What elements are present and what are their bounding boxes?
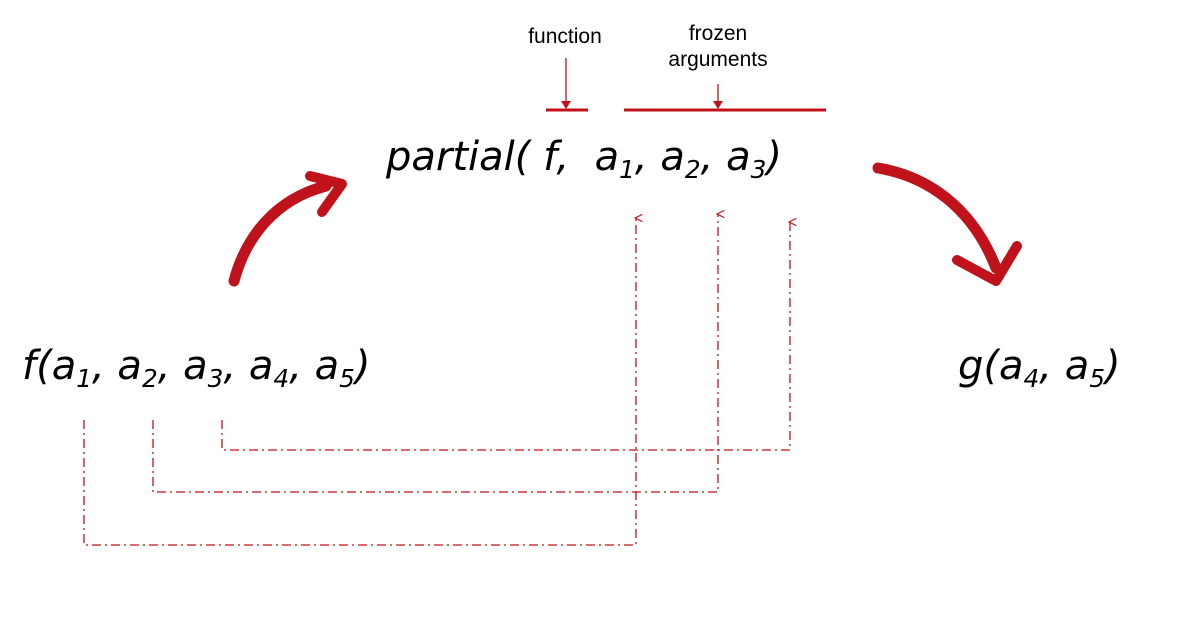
source-arg-1: a1, [51, 343, 105, 393]
partial-head: partial( f, [386, 134, 570, 180]
frozen-label-line1: frozen [688, 22, 748, 45]
frozen-arguments-annotation: frozen arguments [656, 21, 780, 74]
result-head: g( [958, 343, 999, 389]
result-arg-2: a5) [1064, 343, 1121, 393]
function-pointer-arrowhead [561, 101, 571, 109]
connector-a1 [83, 218, 636, 546]
partial-arg-2: a2, [660, 134, 714, 184]
partial-expression: partial( f, a1, a2, a3) [386, 134, 782, 184]
function-annotation: function [508, 24, 622, 50]
source-arg-3: a3, [183, 343, 237, 393]
connector-a3 [221, 222, 790, 451]
source-arg-5: a5) [314, 343, 371, 393]
result-arg-1: a4, [999, 343, 1053, 393]
curved-arrow-to-partial-head [305, 171, 347, 217]
partial-arg-1: a1, [594, 134, 648, 184]
partial-arg-3: a3) [726, 134, 782, 184]
curved-arrow-to-partial [228, 180, 332, 287]
source-arg-2: a2, [117, 343, 171, 393]
curved-arrow-to-result-head [952, 241, 1022, 286]
result-function-expression: g(a4, a5) [958, 343, 1121, 393]
frozen-pointer-arrowhead [713, 101, 723, 109]
curved-arrow-to-result [872, 162, 1002, 274]
source-function-expression: f(a1, a2, a3, a4, a5) [22, 343, 371, 393]
function-label: function [528, 25, 602, 48]
source-arg-4: a4, [248, 343, 302, 393]
frozen-label-line2: arguments [668, 48, 768, 72]
source-head: f( [22, 343, 52, 389]
